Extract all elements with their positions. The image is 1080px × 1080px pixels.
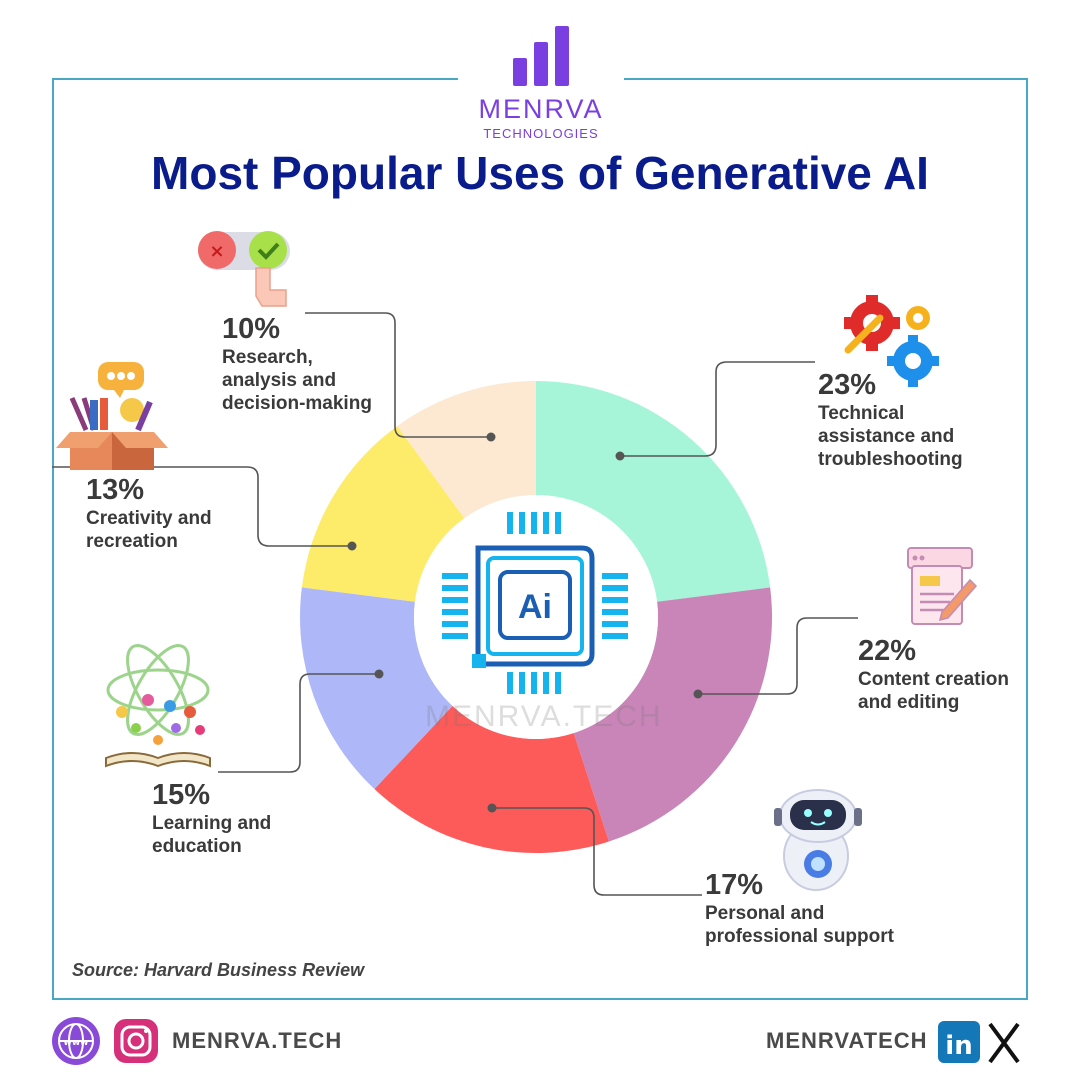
label-technical: 23% Technical assistance and troubleshoo… [818, 368, 963, 471]
label-technical-line2: assistance and [818, 426, 955, 447]
label-research-pct: 10% [222, 313, 281, 345]
svg-text:×: × [209, 241, 224, 262]
robot-assistant-icon [774, 789, 862, 891]
x-icon[interactable] [988, 1022, 1020, 1064]
connector-learning [218, 673, 379, 773]
slice-learning [299, 587, 453, 790]
footer-website-text[interactable]: MENRVA.TECH [172, 1028, 343, 1053]
slice-technical [536, 381, 771, 602]
connector-research [305, 312, 491, 438]
page-title: Most Popular Uses of Generative AI [151, 147, 929, 199]
footer-handle-text[interactable]: MENRVATECH [766, 1028, 928, 1053]
bar-chart-logo-icon [513, 26, 569, 86]
svg-text:www: www [64, 1038, 89, 1048]
label-content-line1: Content creation [858, 669, 1009, 690]
label-personal-pct: 17% [705, 869, 764, 901]
label-research-line3: decision-making [222, 393, 372, 414]
gears-icon [844, 295, 939, 387]
instagram-icon[interactable] [114, 1019, 158, 1063]
brand-subtitle: TECHNOLOGIES [483, 126, 599, 141]
label-technical-line3: troubleshooting [818, 449, 963, 470]
linkedin-icon[interactable]: in [938, 1021, 980, 1063]
source-note: Source: Harvard Business Review [72, 960, 365, 980]
document-edit-icon [907, 547, 978, 625]
brand-logo: MENRVA TECHNOLOGIES [458, 10, 624, 141]
label-creativity: 13% Creativity and recreation [86, 473, 212, 553]
label-technical-line1: Technical [818, 403, 905, 424]
slice-creativity [301, 426, 465, 602]
label-creativity-pct: 13% [86, 474, 145, 506]
connector-content [698, 617, 858, 695]
creative-box-icon [56, 362, 168, 470]
marker-technical [615, 451, 625, 461]
svg-text:in: in [945, 1031, 972, 1061]
label-research: 10% Research, analysis and decision-maki… [222, 312, 372, 415]
label-learning-line2: education [152, 836, 242, 857]
learning-book-icon [105, 644, 211, 768]
label-personal: 17% Personal and professional support [705, 868, 894, 948]
connector-creativity [52, 466, 352, 547]
toggle-check-icon: × [198, 231, 290, 307]
marker-content [693, 689, 703, 699]
label-learning-line1: Learning and [152, 813, 272, 834]
label-creativity-line1: Creativity and [86, 508, 212, 529]
ai-chip-text: Ai [518, 588, 552, 626]
label-learning-pct: 15% [152, 779, 211, 811]
label-personal-line2: professional support [705, 926, 894, 947]
connector-personal [492, 807, 702, 896]
label-personal-line1: Personal and [705, 903, 825, 924]
brand-name: MENRVA [478, 94, 604, 124]
label-content-pct: 22% [858, 635, 917, 667]
label-content-line2: and editing [858, 692, 960, 713]
label-learning: 15% Learning and education [152, 778, 271, 858]
label-research-line2: analysis and [222, 370, 337, 391]
globe-icon[interactable]: www [52, 1017, 100, 1065]
marker-personal [487, 803, 497, 813]
marker-research [486, 432, 496, 442]
marker-creativity [347, 541, 357, 551]
slice-research [397, 381, 536, 519]
label-technical-pct: 23% [818, 369, 877, 401]
ai-chip-icon: Ai [442, 512, 628, 694]
slice-content [573, 587, 772, 842]
label-content: 22% Content creation and editing [858, 634, 1009, 714]
label-research-line1: Research, [222, 347, 313, 368]
watermark: MENRVA.TECH [425, 700, 663, 733]
marker-learning [374, 669, 384, 679]
label-creativity-line2: recreation [86, 531, 178, 552]
connector-technical [620, 361, 815, 457]
slice-personal [374, 705, 609, 853]
